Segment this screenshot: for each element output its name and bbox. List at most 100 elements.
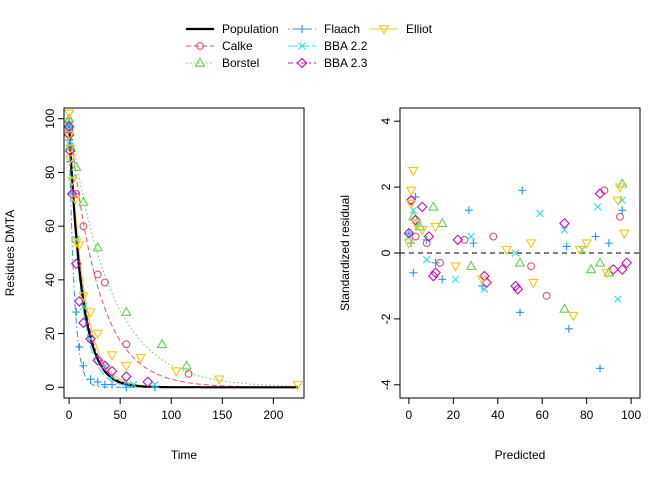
x-tick-label: 0 — [406, 408, 413, 422]
point-elliot — [73, 241, 85, 251]
point-bba-2-3 — [99, 360, 111, 372]
point-flaach — [562, 242, 571, 251]
y-tick-label: 2 — [379, 183, 393, 190]
point-bba-2-3 — [430, 267, 441, 279]
point-elliot — [410, 219, 421, 230]
curve-borstel — [68, 118, 298, 387]
point-flaach — [518, 186, 527, 195]
point-elliot — [66, 176, 78, 187]
point-calke — [184, 369, 193, 378]
point-elliot — [450, 262, 461, 272]
legend-marker-flaach — [298, 25, 306, 33]
point-borstel — [156, 338, 168, 349]
point-borstel — [436, 217, 448, 228]
y-tick-label: 4 — [379, 118, 393, 125]
point-bba-2-3 — [106, 365, 118, 377]
point-bba-2-2 — [467, 232, 475, 241]
point-elliot — [92, 329, 104, 340]
legend-entry-flaach: Flaach — [288, 22, 360, 36]
series-calke — [407, 186, 624, 300]
point-borstel — [585, 263, 597, 274]
point-flaach — [108, 380, 116, 389]
point-calke — [616, 212, 624, 221]
point-elliot — [574, 245, 586, 256]
point-bba-2-2 — [405, 232, 413, 241]
point-flaach — [604, 239, 613, 248]
point-flaach — [72, 308, 81, 317]
point-flaach — [86, 375, 95, 384]
point-bba-2-3 — [559, 217, 570, 229]
point-elliot — [64, 144, 76, 154]
legend: Population Calke Borstel Flaach BBA 2.2 BBA 2… — [186, 22, 433, 70]
point-bba-2-3 — [510, 280, 521, 292]
legend-entry-borstel: Borstel — [186, 56, 259, 70]
legend-entry-elliot: Elliot — [370, 22, 433, 36]
point-borstel — [181, 360, 192, 370]
point-calke — [527, 262, 536, 271]
point-elliot — [612, 196, 624, 206]
x-tick-label: 100 — [161, 408, 181, 422]
y-tick-label: 0 — [379, 249, 393, 256]
point-borstel — [70, 161, 82, 171]
point-bba-2-3 — [92, 355, 104, 366]
series-borstel — [63, 113, 192, 370]
y-tick-label: 20 — [43, 327, 57, 341]
point-calke — [100, 278, 109, 287]
point-bba-2-3 — [78, 317, 89, 329]
x-axis-label: Predicted — [495, 448, 546, 462]
legend-label: Calke — [222, 39, 253, 53]
point-elliot — [63, 109, 75, 120]
y-tick-label: -2 — [379, 313, 393, 324]
point-flaach — [431, 258, 440, 267]
point-flaach — [409, 268, 418, 277]
point-flaach — [422, 235, 431, 244]
x-axis: 0 50 100 150 200 — [66, 397, 284, 422]
point-bba-2-3 — [616, 264, 628, 275]
series-elliot — [63, 109, 304, 391]
point-flaach — [122, 383, 131, 392]
point-borstel — [427, 201, 439, 211]
legend-label: Population — [222, 22, 279, 36]
point-bba-2-3 — [427, 270, 439, 282]
point-calke — [122, 340, 131, 349]
point-elliot — [601, 269, 613, 279]
point-flaach — [564, 324, 573, 333]
point-elliot — [292, 380, 304, 391]
x-tick-label: 40 — [491, 408, 505, 422]
x-tick-label: 0 — [66, 408, 73, 422]
observed-points — [63, 109, 304, 392]
x-tick-label: 80 — [580, 408, 594, 422]
series-elliot — [403, 166, 630, 322]
point-bba-2-3 — [512, 283, 524, 295]
point-elliot — [170, 367, 182, 377]
point-bba-2-3 — [423, 231, 435, 242]
x-tick-label: 50 — [113, 408, 127, 422]
legend-entry-bba-2-2: BBA 2.2 — [288, 39, 368, 53]
legend-marker-bba-2-3 — [296, 57, 308, 69]
fitted-curves — [68, 118, 298, 389]
point-bba-2-3 — [452, 234, 464, 246]
point-elliot — [405, 186, 417, 197]
point-bba-2-2 — [613, 295, 622, 303]
point-flaach — [93, 377, 102, 386]
legend-entry-calke: Calke — [186, 39, 253, 53]
point-elliot — [407, 166, 419, 177]
y-tick-label: 100 — [43, 108, 57, 128]
point-flaach — [438, 275, 447, 284]
point-flaach — [596, 364, 604, 373]
point-elliot — [135, 353, 146, 364]
y-axis: -4 -2 0 2 4 — [379, 118, 401, 390]
point-calke — [93, 270, 102, 279]
point-elliot — [120, 362, 132, 372]
point-elliot — [69, 195, 81, 206]
residual-plot: 0 20 40 60 80 100 -4 -2 0 2 4 Predicted Standardi… — [338, 107, 641, 462]
point-bba-2-2 — [560, 226, 569, 234]
point-bba-2-3 — [416, 201, 428, 213]
x-axis-label: Time — [171, 448, 198, 462]
point-bba-2-2 — [451, 275, 460, 284]
y-tick-label: 60 — [43, 219, 57, 233]
point-calke — [411, 232, 420, 241]
point-bba-2-2 — [536, 209, 544, 218]
point-flaach — [516, 308, 524, 317]
point-elliot — [64, 155, 76, 165]
